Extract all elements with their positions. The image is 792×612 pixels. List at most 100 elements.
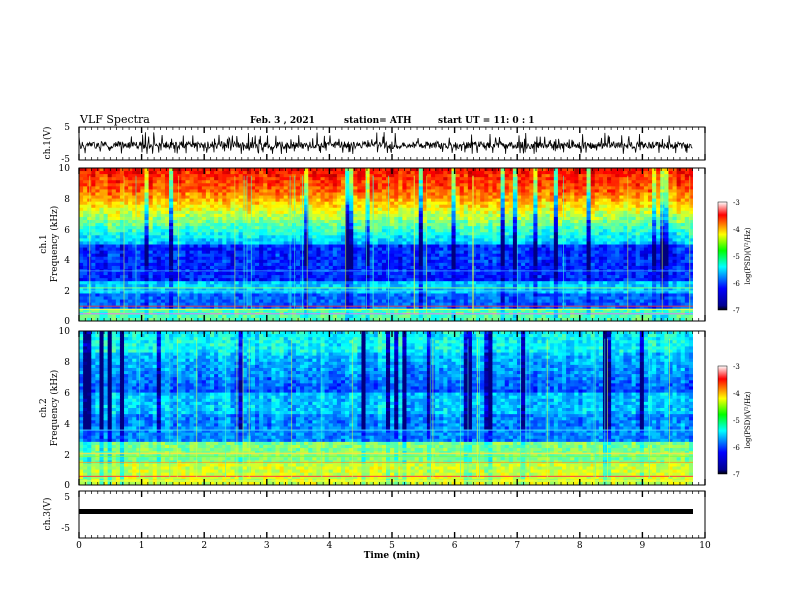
spectrogram-cell: [349, 171, 354, 175]
spectrogram-cell: [156, 256, 162, 261]
spectrogram-cell: [476, 259, 481, 264]
spectrogram-cell: [652, 253, 657, 258]
spectrogram-cell: [455, 220, 461, 224]
spectrogram-cell: [492, 195, 498, 200]
spectrogram-cell: [672, 241, 678, 245]
spectrogram-cell: [496, 235, 502, 239]
spectrogram-cell: [271, 223, 276, 227]
spectrogram-cell: [439, 235, 444, 239]
spectrogram-cell: [668, 201, 674, 206]
spectrogram-cell: [525, 174, 530, 178]
spectrogram-cell: [259, 207, 264, 212]
spectrogram-cell: [169, 241, 174, 245]
spectrogram-cell: [320, 213, 326, 218]
spectrogram-cell: [373, 241, 379, 245]
spectrogram-cell: [459, 189, 465, 193]
spectrogram-cell: [545, 189, 551, 193]
spectrogram-cell: [214, 180, 219, 184]
spectrogram-cell: [214, 241, 219, 245]
spectrogram-cell: [148, 232, 154, 236]
spectrogram-cell: [381, 238, 387, 242]
spectrogram-cell: [439, 223, 444, 227]
spectrogram-cell: [340, 198, 346, 203]
spectrogram-cell: [381, 229, 387, 233]
spectrogram-cell: [193, 253, 199, 258]
spectrogram-cell: [349, 180, 354, 184]
spectrogram-cell: [414, 183, 420, 187]
spectrogram-cell: [205, 256, 211, 261]
spectrogram-cell: [471, 253, 477, 258]
spectrogram-cell: [521, 226, 526, 230]
spectrogram-cell: [431, 210, 436, 215]
spectrogram-cell: [263, 186, 268, 190]
spectrogram-cell: [345, 256, 350, 261]
spectrogram-cell: [680, 238, 686, 242]
spectrogram-cell: [332, 247, 338, 252]
spectrogram-cell: [627, 229, 633, 233]
spectrogram-cell: [377, 216, 383, 221]
spectrogram-cell: [148, 256, 154, 261]
spectrogram-cell: [357, 238, 362, 242]
spectrogram-cell: [255, 220, 260, 224]
spectrogram-cell: [373, 168, 379, 172]
spectrogram-cell: [320, 244, 326, 249]
spectrogram-cell: [594, 168, 600, 172]
spectrogram-cell: [557, 244, 563, 249]
spectrogram-cell: [488, 247, 493, 252]
spectrogram-cell: [463, 171, 469, 175]
spectrogram-cell: [504, 220, 510, 224]
spectrogram-cell: [680, 213, 686, 218]
spectrogram-cell: [455, 192, 461, 197]
spectrogram-cell: [377, 235, 383, 239]
spectrogram-cell: [459, 220, 465, 224]
spectrogram-cell: [484, 226, 489, 230]
spectrogram-cell: [422, 192, 428, 197]
spectrogram-cell: [590, 201, 596, 206]
spectrogram-cell: [173, 168, 178, 172]
spectrogram-cell: [238, 186, 244, 190]
spectrogram-cell: [336, 223, 342, 227]
spectrogram-cell: [672, 195, 678, 200]
spectrogram-cell: [500, 195, 506, 200]
spectrogram-cell: [316, 262, 321, 267]
spectrogram-cell: [160, 204, 166, 209]
spectrogram-cell: [410, 213, 416, 218]
spectrogram-cell: [688, 177, 693, 181]
spectrogram-cell: [328, 232, 334, 236]
spectrogram-cell: [664, 247, 669, 252]
spectrogram-cell: [132, 226, 137, 230]
spectrogram-cell: [549, 177, 555, 181]
spectrogram-cell: [246, 244, 252, 249]
spectrogram-cell: [369, 210, 375, 215]
spectrogram-cell: [512, 229, 518, 233]
spectrogram-cell: [623, 207, 628, 212]
spectrogram-cell: [476, 189, 481, 193]
spectrogram-cell: [230, 232, 236, 236]
spectrogram-cell: [230, 198, 236, 203]
spectrogram-cell: [431, 201, 436, 206]
spectrogram-cell: [103, 216, 109, 221]
spectrogram-cell: [598, 201, 604, 206]
spectrogram-cell: [259, 226, 264, 230]
spectrogram-cell: [594, 235, 600, 239]
spectrogram-cell: [242, 216, 248, 221]
spectrogram-cell: [87, 168, 92, 172]
spectrogram-cell: [467, 168, 473, 172]
spectrogram-cell: [185, 207, 191, 212]
spectrogram-cell: [463, 238, 469, 242]
spectrogram-cell: [152, 189, 158, 193]
spectrogram-cell: [410, 253, 416, 258]
spectrogram-cell: [132, 168, 137, 172]
spectrogram-cell: [521, 247, 526, 252]
spectrogram-cell: [361, 195, 367, 200]
spectrogram-cell: [197, 189, 203, 193]
spectrogram-cell: [516, 207, 522, 212]
spectrogram-cell: [336, 244, 342, 249]
spectrogram-cell: [516, 216, 522, 221]
spectrogram-cell: [381, 262, 387, 267]
spectrogram-cell: [218, 174, 223, 178]
spectrogram-cell: [594, 192, 600, 197]
spectrogram-cell: [574, 262, 579, 267]
spectrogram-cell: [164, 198, 170, 203]
spectrogram-cell: [557, 256, 563, 261]
